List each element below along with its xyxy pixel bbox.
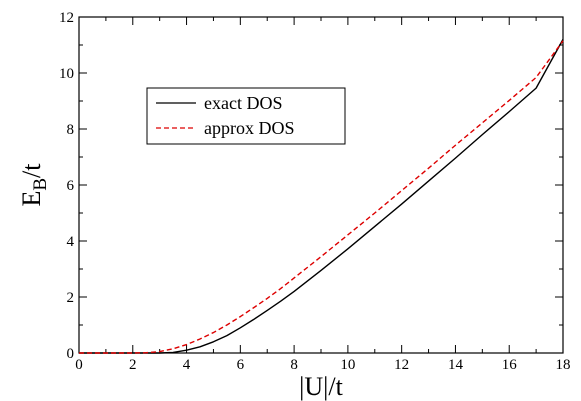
y-axis-title-suffix: /t bbox=[17, 163, 46, 178]
x-tick-label: 8 bbox=[290, 357, 298, 373]
x-tick-label: 12 bbox=[394, 357, 409, 373]
plot-frame bbox=[78, 16, 564, 354]
x-tick-label: 0 bbox=[75, 357, 83, 373]
x-tick-label: 16 bbox=[502, 357, 518, 373]
data-series bbox=[79, 39, 564, 354]
y-tick-label: 4 bbox=[67, 234, 75, 250]
axis-ticks: 0 2 4 6 8 10 12 14 16 18 0 2 4 6 8 10 12 bbox=[59, 10, 571, 373]
series-line-approx-dos bbox=[79, 40, 564, 354]
series-line-exact-dos bbox=[79, 39, 564, 354]
y-tick-label: 6 bbox=[67, 178, 75, 194]
x-tick-label: 18 bbox=[556, 357, 571, 373]
y-tick-label: 10 bbox=[59, 66, 74, 82]
y-tick-label: 12 bbox=[59, 10, 74, 26]
x-tick-label: 6 bbox=[237, 357, 245, 373]
x-tick-label: 14 bbox=[448, 357, 464, 373]
x-tick-label: 2 bbox=[129, 357, 137, 373]
legend-label-approx-dos: approx DOS bbox=[204, 118, 295, 138]
y-axis-title-subscript: B bbox=[30, 178, 51, 191]
legend: exact DOS approx DOS bbox=[146, 87, 346, 145]
legend-label-exact-dos: exact DOS bbox=[204, 93, 282, 113]
y-tick-label: 8 bbox=[67, 122, 75, 138]
legend-box bbox=[146, 87, 346, 145]
x-tick-label: 10 bbox=[340, 357, 355, 373]
x-axis-title: |U|/t bbox=[299, 372, 343, 401]
y-tick-label: 0 bbox=[67, 346, 75, 362]
y-tick-label: 2 bbox=[67, 290, 75, 306]
y-axis-title: EB/t bbox=[17, 163, 51, 207]
x-tick-label: 4 bbox=[183, 357, 191, 373]
y-axis-title-main: E bbox=[17, 191, 46, 207]
